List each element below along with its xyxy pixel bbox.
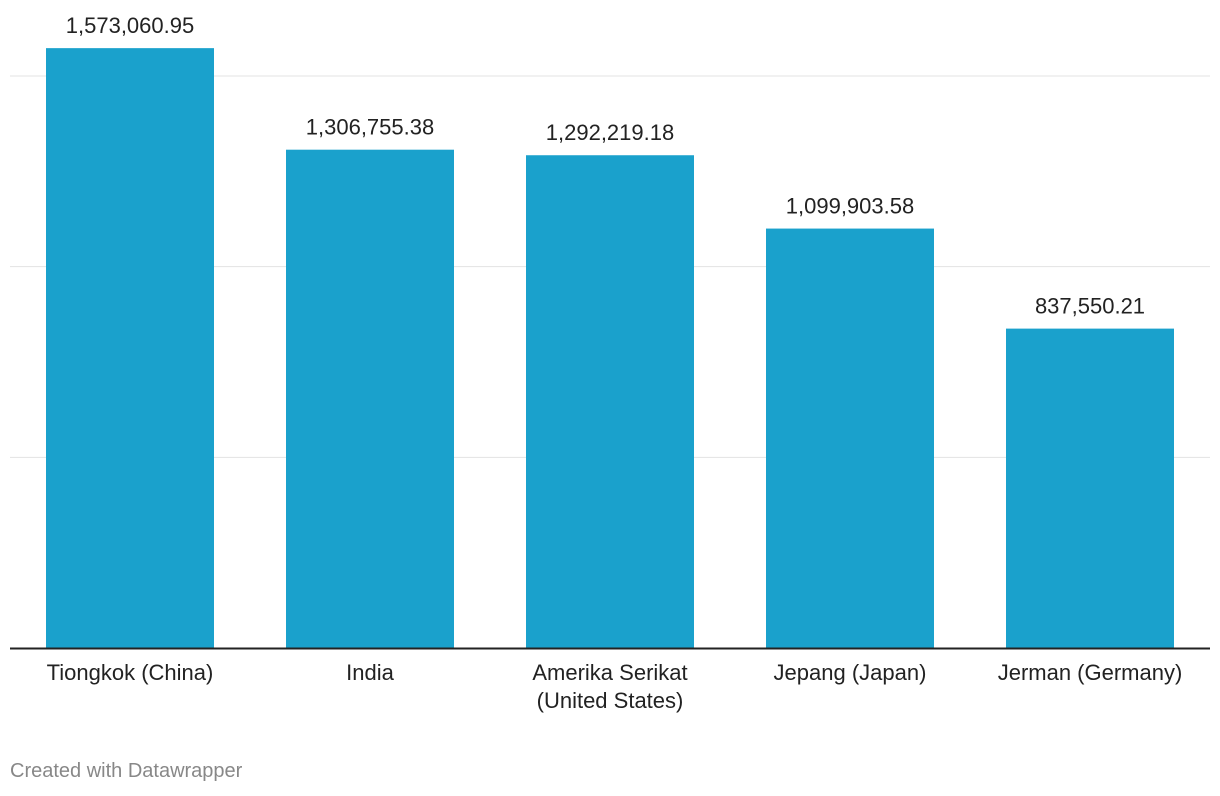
bar-0 <box>46 48 214 649</box>
value-labels: 1,573,060.95 1,306,755.38 1,292,219.18 1,09… <box>66 13 1145 318</box>
value-label-2: 1,292,219.18 <box>546 120 674 145</box>
value-label-3: 1,099,903.58 <box>786 194 914 219</box>
bar-2 <box>526 155 694 648</box>
category-label-0: Tiongkok (China) <box>47 660 214 685</box>
category-labels: Tiongkok (China) India Amerika Serikat (Uni… <box>47 660 1183 713</box>
value-label-1: 1,306,755.38 <box>306 115 434 140</box>
footer-credit: Created with Datawrapper <box>10 760 243 782</box>
value-label-0: 1,573,060.95 <box>66 13 194 38</box>
bar-4 <box>1006 328 1174 648</box>
bar-1 <box>286 149 454 648</box>
category-label-1: India <box>346 660 394 685</box>
bars <box>46 48 1174 649</box>
bar-3 <box>766 228 934 648</box>
category-label-2: Amerika Serikat (United States) <box>532 660 687 713</box>
value-label-4: 837,550.21 <box>1035 294 1145 319</box>
category-label-4: Jerman (Germany) <box>998 660 1183 685</box>
category-label-3: Jepang (Japan) <box>774 660 927 685</box>
